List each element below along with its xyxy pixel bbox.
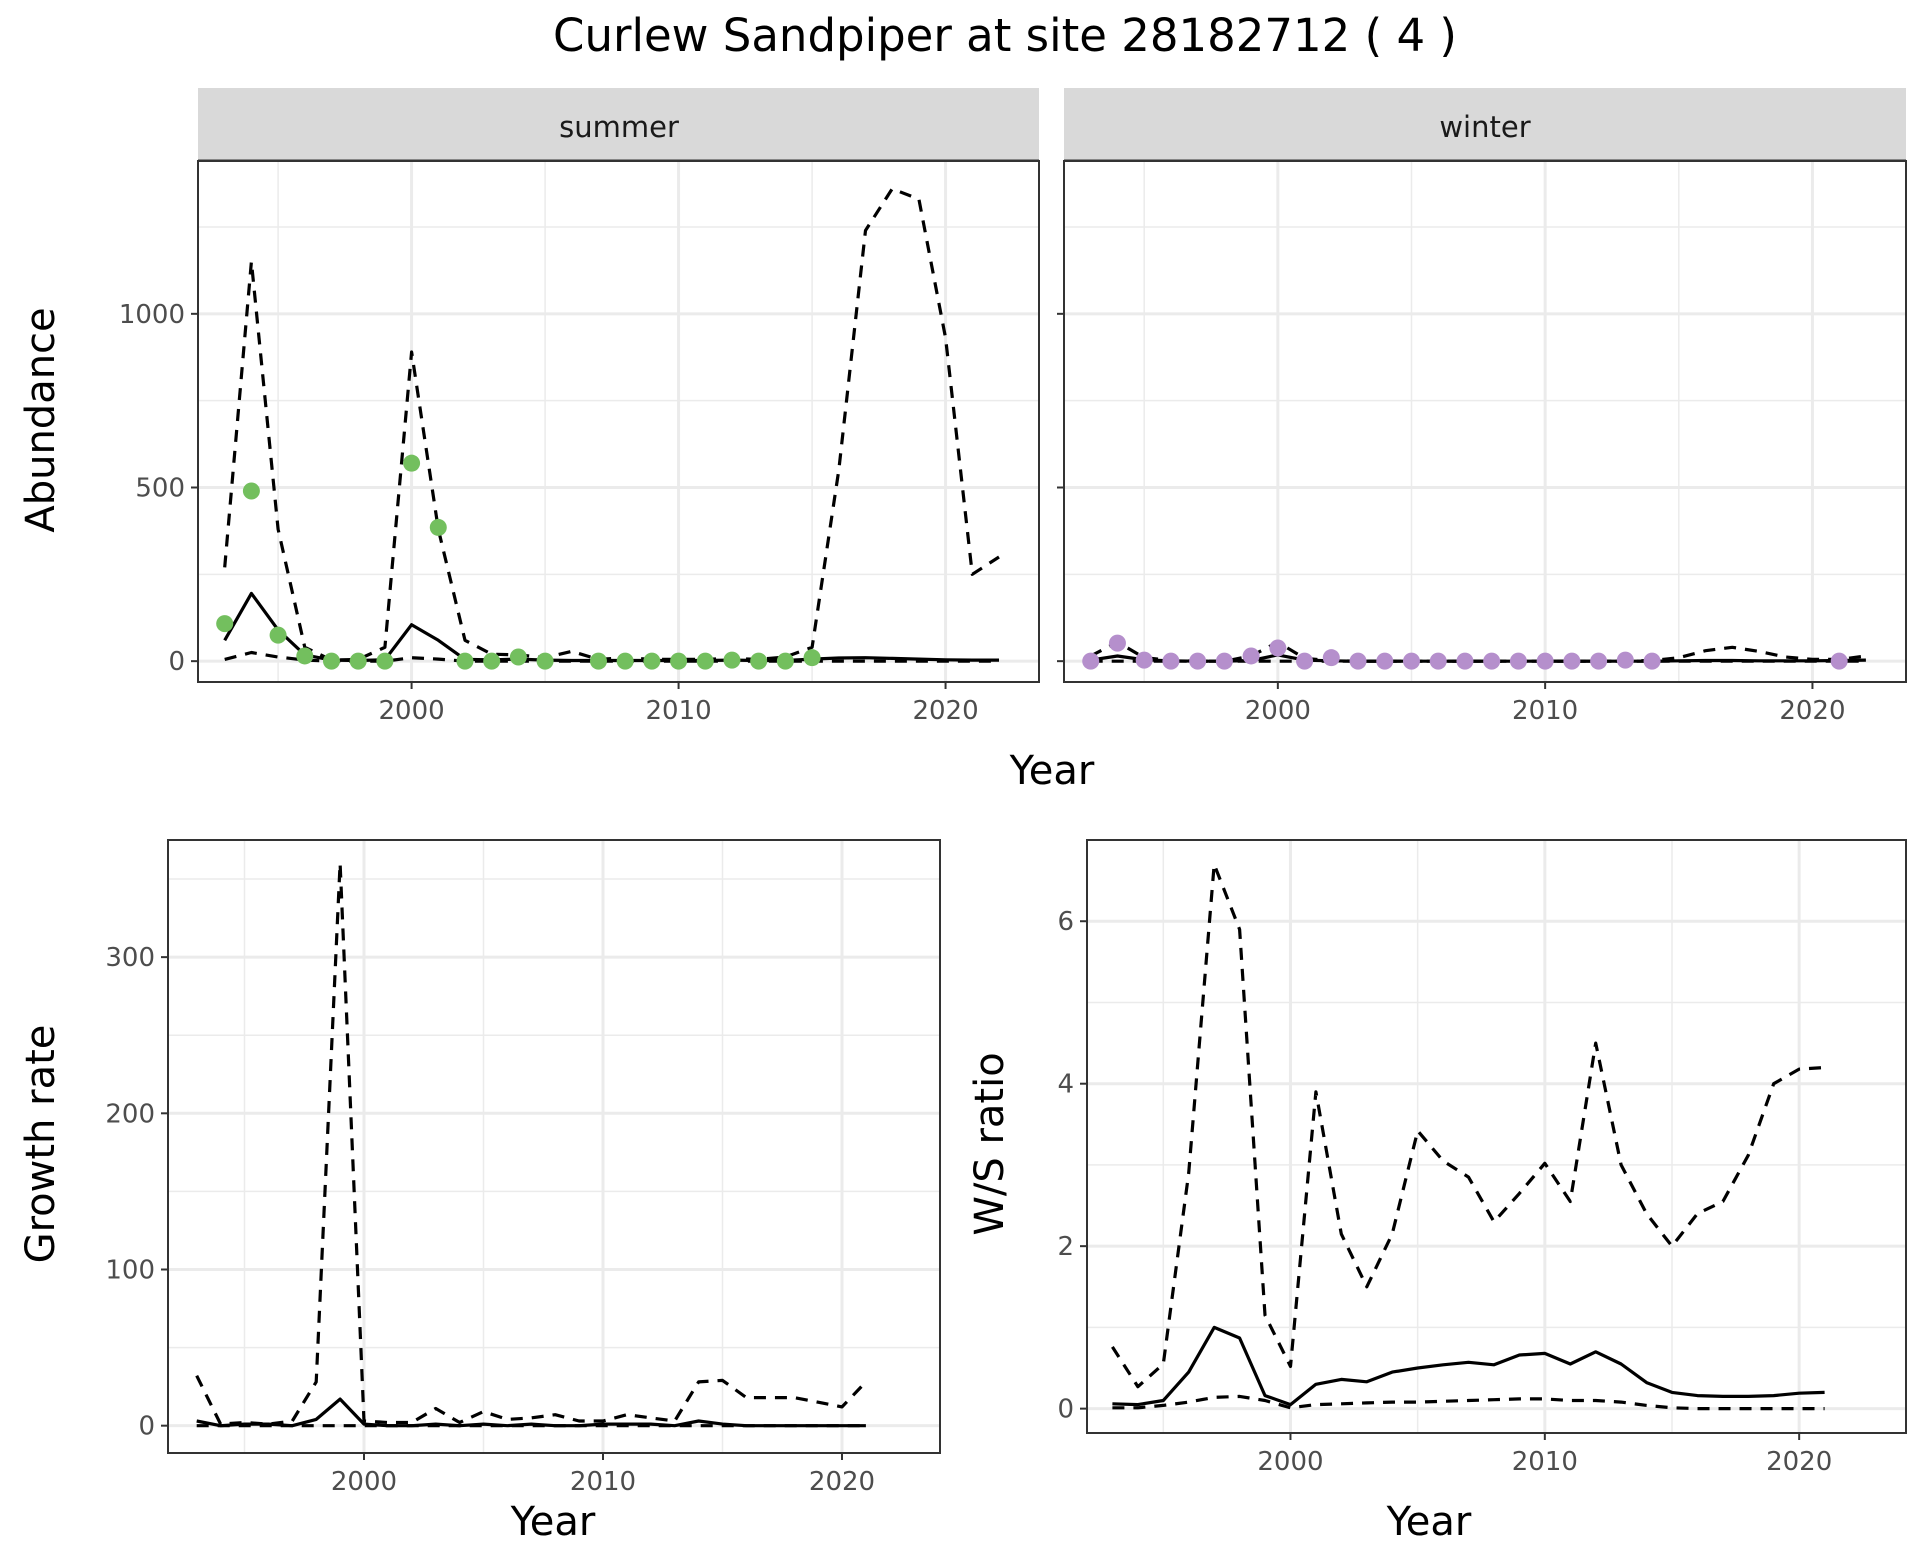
data-point [750,652,768,670]
data-point [1376,652,1394,670]
x-tick-label: 2000 [1257,1447,1323,1477]
data-point [509,648,527,666]
ratio-y-axis-title: W/S ratio [967,1052,1013,1235]
panel-border [1086,839,1907,1434]
data-point [1590,652,1608,670]
x-tick-label: 2000 [1245,696,1311,726]
solid-series-line [1112,1325,1825,1407]
x-tick-label: 2010 [1512,696,1578,726]
x-tick-label: 2020 [912,696,978,726]
y-tick-label: 0 [138,1412,155,1442]
x-tick-label: 2000 [379,696,445,726]
strip-label-summer: summer [559,110,679,144]
y-tick-label: 1000 [119,300,185,330]
data-point [429,518,447,536]
panel-border [197,160,1040,683]
data-point [1643,652,1661,670]
x-tick-label: 2020 [1779,696,1845,726]
plot-background [198,161,1039,682]
data-point [1162,652,1180,670]
data-point [322,652,340,670]
strip-summer [198,88,1039,160]
panel-winter: 2000 2010 2020 [1057,160,1907,726]
data-point [456,652,474,670]
data-point [483,652,501,670]
dashed-series-line [1112,1394,1825,1411]
data-point [1830,652,1848,670]
plot-background [168,840,940,1453]
data-point [1242,647,1260,665]
data-point [296,647,314,665]
data-point [1215,652,1233,670]
data-point [1296,652,1314,670]
data-point [776,652,794,670]
data-point [1108,634,1126,652]
strip-label-winter: winter [1439,110,1530,144]
data-point [1429,652,1447,670]
data-point [242,482,260,500]
data-point [269,626,287,644]
data-point [1483,652,1501,670]
x-tick-label: 2020 [809,1467,875,1497]
ratio-x-axis-title: Year [1386,1499,1472,1545]
x-tick-label: 2010 [645,696,711,726]
top-y-axis-title: Abundance [18,307,64,532]
data-point [403,454,421,472]
data-point [1269,639,1287,657]
data-point [696,652,714,670]
dashed-series-line [195,861,868,1426]
panel-ratio: 2000 2010 2020 0 2 4 6 [1057,839,1907,1477]
data-point [1456,652,1474,670]
panel-border [1063,160,1907,683]
data-point [670,652,688,670]
growth-y-axis-title: Growth rate [18,1025,64,1264]
plot-background [1087,840,1906,1433]
data-point [216,615,234,633]
growth-x-axis-title: Year [510,1499,596,1545]
y-tick-label: 0 [168,647,185,677]
y-tick-label: 2 [1057,1232,1074,1262]
top-x-axis-title: Year [1009,748,1095,794]
chart-title: Curlew Sandpiper at site 28182712 ( 4 ) [553,9,1457,62]
y-tick-label: 6 [1057,907,1074,937]
data-point [1082,652,1100,670]
data-point [536,652,554,670]
dashed-series-line [1111,862,1825,1389]
x-tick-label: 2000 [331,1467,397,1497]
panel-summer: 2000 2010 2020 0 500 1000 [119,160,1040,726]
x-tick-label: 2010 [1512,1447,1578,1477]
data-point [376,652,394,670]
data-point [643,652,661,670]
data-point [1189,652,1207,670]
data-point [1402,652,1420,670]
y-tick-label: 300 [105,943,155,973]
plot-background [1064,161,1906,682]
data-point [1322,649,1340,667]
data-point [616,652,634,670]
panel-border [167,839,941,1454]
y-tick-label: 0 [1057,1395,1074,1425]
data-point [1616,651,1634,669]
data-point [1135,651,1153,669]
data-point [589,652,607,670]
y-tick-label: 4 [1057,1070,1074,1100]
strip-winter [1064,88,1906,160]
data-point [1563,652,1581,670]
x-tick-label: 2010 [570,1467,636,1497]
y-tick-label: 200 [105,1099,155,1129]
data-point [1509,652,1527,670]
y-tick-label: 100 [105,1255,155,1285]
data-point [349,652,367,670]
data-point [723,651,741,669]
x-tick-label: 2020 [1766,1447,1832,1477]
data-point [1349,652,1367,670]
panel-growth: 2000 2010 2020 0 100 200 300 [105,839,941,1497]
data-point [1536,652,1554,670]
data-point [803,649,821,667]
y-tick-label: 500 [135,473,185,503]
